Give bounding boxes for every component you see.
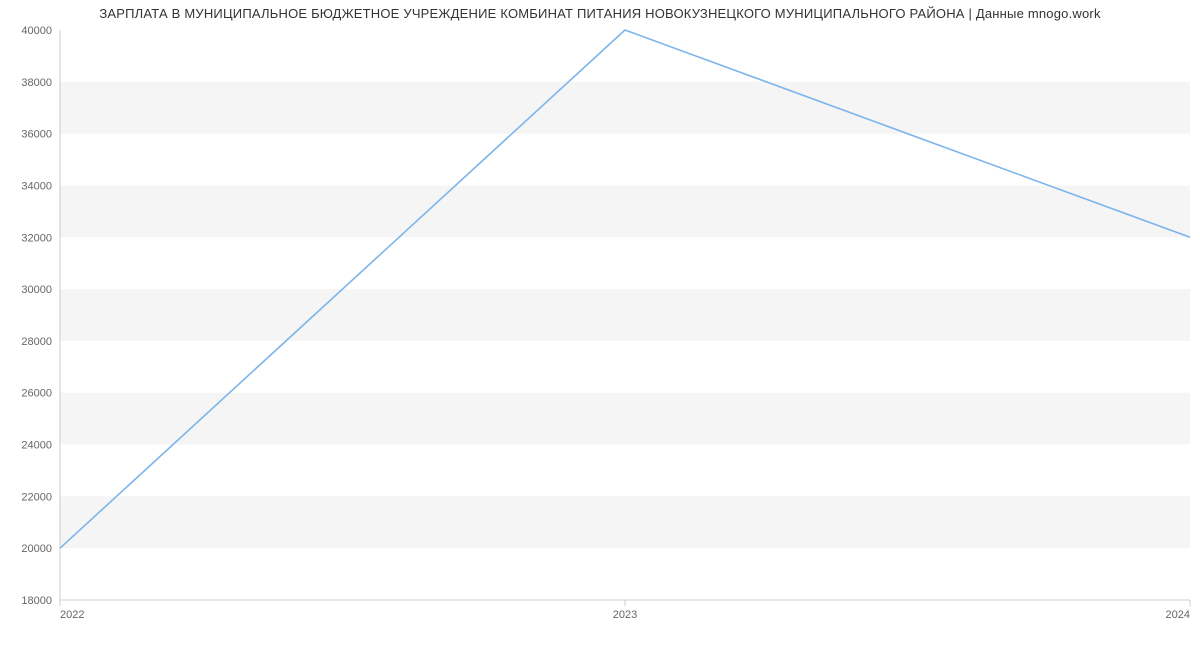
y-tick-label: 28000: [21, 336, 52, 348]
y-tick-label: 40000: [21, 25, 52, 37]
y-tick-label: 32000: [21, 232, 52, 244]
y-tick-label: 26000: [21, 388, 52, 400]
x-tick-label: 2022: [60, 609, 84, 621]
y-tick-label: 38000: [21, 77, 52, 89]
y-tick-label: 36000: [21, 129, 52, 141]
y-tick-label: 18000: [21, 595, 52, 607]
y-tick-label: 20000: [21, 543, 52, 555]
y-tick-label: 30000: [21, 284, 52, 296]
chart-svg: 18000 20000 22000 24000 26000 28000 30000 32000…: [0, 0, 1200, 650]
x-tick-label: 2023: [613, 609, 637, 621]
y-tick-label: 22000: [21, 491, 52, 503]
y-tick-label: 34000: [21, 180, 52, 192]
y-tick-label: 24000: [21, 440, 52, 452]
salary-line-chart: ЗАРПЛАТА В МУНИЦИПАЛЬНОЕ БЮДЖЕТНОЕ УЧРЕЖ…: [0, 0, 1200, 650]
x-tick-label: 2024: [1166, 609, 1190, 621]
